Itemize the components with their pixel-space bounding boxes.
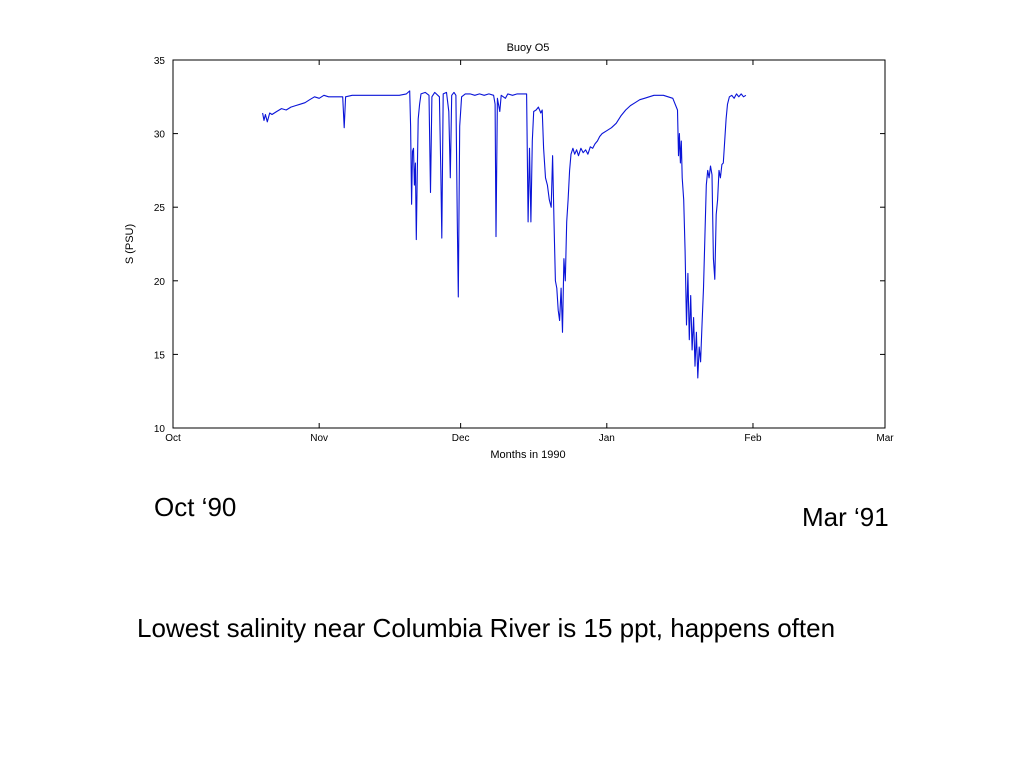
x-tick-label: Feb	[744, 433, 762, 444]
y-tick-label: 20	[154, 277, 166, 288]
salinity-series-line	[262, 90, 747, 379]
x-tick-label: Dec	[452, 433, 470, 444]
x-tick-label: Mar	[876, 433, 894, 444]
x-axis-label: Months in 1990	[490, 449, 565, 461]
salinity-chart: Buoy O5 Oct Nov Dec Jan Feb Mar 101520253035 …	[124, 42, 894, 461]
y-tick-label: 25	[154, 203, 166, 214]
y-tick-label: 10	[154, 424, 166, 435]
y-tick-label: 15	[154, 350, 166, 361]
y-axis: 10 15 20 25 30 35	[154, 56, 885, 435]
chart-title: Buoy O5	[507, 42, 550, 54]
x-tick-label: Oct	[165, 433, 181, 444]
plot-frame	[172, 59, 886, 429]
end-date-label: Mar ‘91	[802, 502, 889, 532]
slide-caption: Lowest salinity near Columbia River is 1…	[137, 613, 836, 643]
start-date-label: Oct ‘90	[154, 492, 237, 522]
y-tick-label: 35	[154, 56, 166, 67]
y-tick-label: 30	[154, 130, 166, 141]
x-axis: Oct Nov Dec Jan Feb Mar	[165, 60, 894, 444]
x-tick-label: Jan	[599, 433, 615, 444]
y-axis-label: S (PSU)	[124, 224, 136, 264]
x-tick-label: Nov	[310, 433, 328, 444]
